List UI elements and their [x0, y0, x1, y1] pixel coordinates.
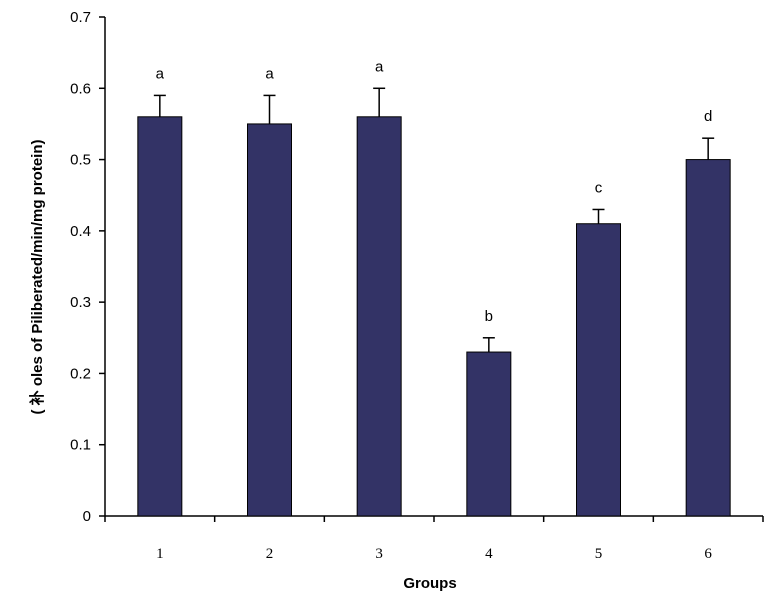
- x-tick-label: 3: [375, 546, 383, 562]
- significance-label: c: [595, 179, 603, 196]
- x-axis: 1 2 3 4 5 6: [104, 515, 764, 562]
- significance-label: a: [265, 65, 274, 82]
- y-axis-title: ( 补 oles of Piliberated/min/mg protein): [28, 139, 46, 414]
- significance-label: a: [375, 58, 384, 75]
- y-tick-label: 0.4: [70, 223, 91, 240]
- x-tick-label: 4: [485, 546, 493, 562]
- bar: [137, 116, 183, 517]
- bar: [247, 123, 292, 517]
- bar: [466, 351, 512, 517]
- y-tick-label: 0.2: [70, 365, 91, 382]
- significance-label: b: [485, 308, 493, 325]
- y-tick-label: 0.1: [70, 437, 91, 454]
- bar: [356, 116, 402, 517]
- x-axis-title: Groups: [403, 575, 456, 592]
- x-tick-label: 6: [704, 546, 712, 562]
- bar: [576, 223, 621, 517]
- y-tick-label: 0.7: [70, 9, 91, 26]
- bar: [685, 159, 731, 517]
- x-tick-label: 1: [156, 546, 164, 562]
- y-tick-label: 0.6: [70, 80, 91, 97]
- x-tick-label: 5: [595, 546, 603, 562]
- bars: [137, 116, 731, 517]
- y-tick-label: 0: [83, 508, 91, 525]
- y-tick-label: 0.5: [70, 152, 91, 169]
- significance-label: d: [704, 108, 712, 125]
- significance-label: a: [156, 65, 165, 82]
- y-tick-label: 0.3: [70, 294, 91, 311]
- significance-labels: a a a b c d: [156, 58, 713, 325]
- y-axis: 0 0.1 0.2 0.3 0.4 0.5 0.6 0.7: [70, 9, 106, 525]
- error-bars: [153, 87, 715, 353]
- x-tick-label: 2: [266, 546, 274, 562]
